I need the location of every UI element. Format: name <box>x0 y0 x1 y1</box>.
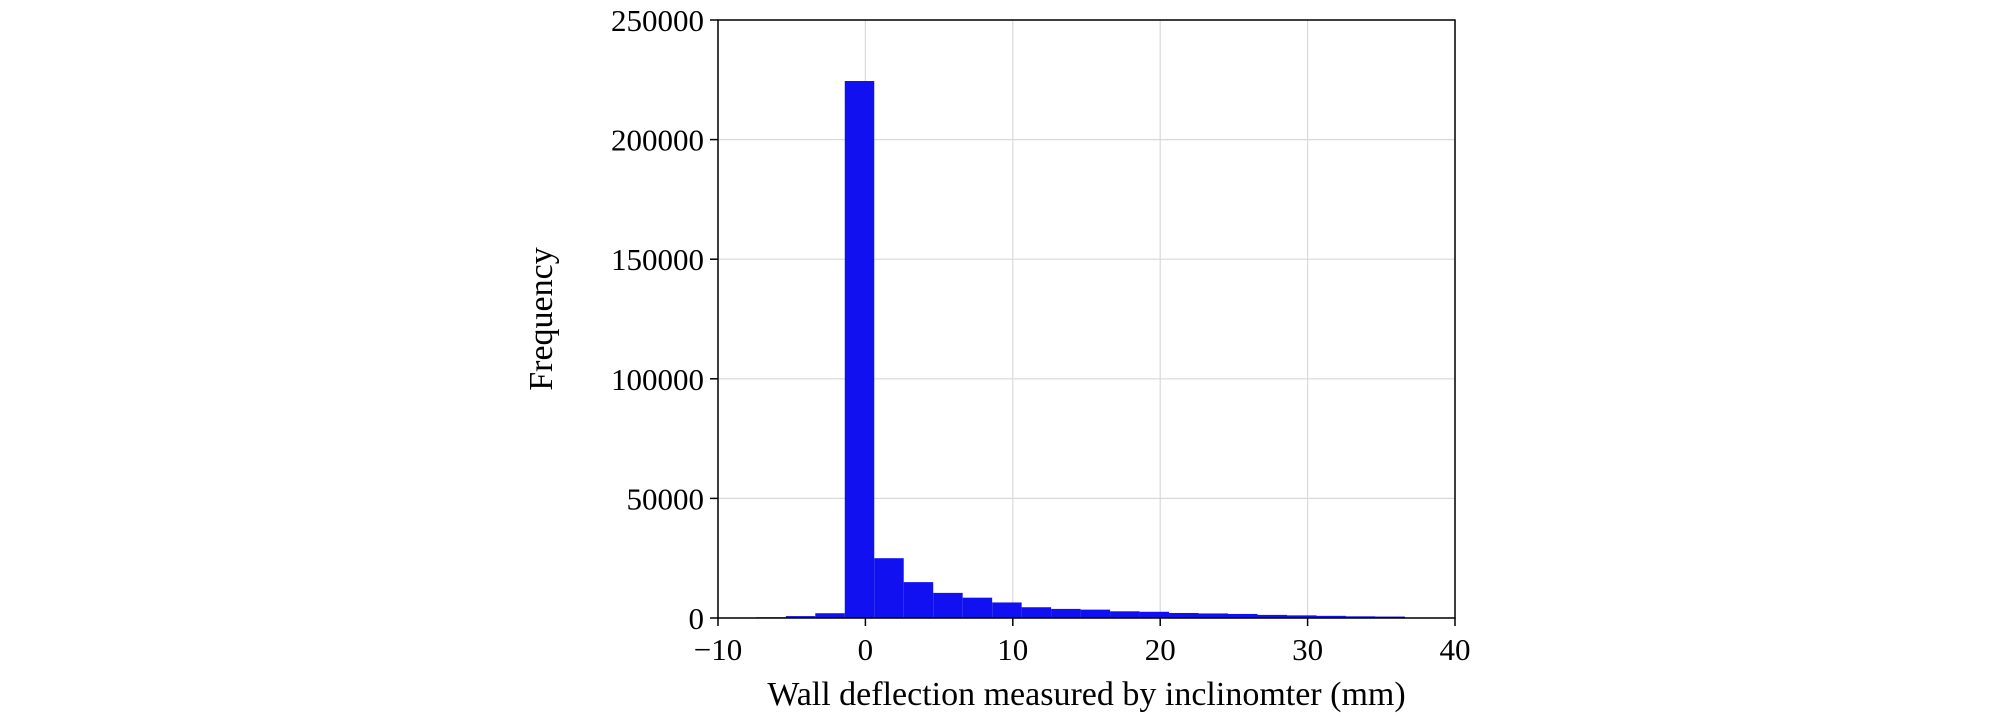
y-tick-label: 150000 <box>611 242 704 277</box>
axis-ticks: −10 0 10 20 30 400500001000001500002000002500… <box>611 3 1471 667</box>
histogram-bar <box>874 558 904 618</box>
histogram-bar <box>962 597 993 618</box>
histogram-bar <box>992 602 1022 618</box>
plot-frame <box>717 19 1456 619</box>
histogram-bar <box>844 80 875 619</box>
x-tick-label: 30 <box>1292 632 1323 667</box>
histogram-bar <box>1080 609 1111 618</box>
histogram-bar <box>1169 612 1199 618</box>
histogram-bar <box>903 582 934 618</box>
y-tick-label: 100000 <box>611 362 704 397</box>
x-tick-label: 40 <box>1440 632 1471 667</box>
grid-lines <box>717 19 1456 619</box>
y-tick-label: 250000 <box>611 3 704 38</box>
histogram-bar <box>1051 608 1081 618</box>
y-axis-title: Frequency <box>523 247 560 391</box>
x-axis-title: Wall deflection measured by inclinomter … <box>767 676 1405 713</box>
histogram-bar <box>1139 611 1170 618</box>
histogram-bar <box>933 592 963 618</box>
histogram-bar <box>1021 607 1052 618</box>
x-tick-label: 10 <box>997 632 1028 667</box>
histogram-bar <box>1286 615 1317 618</box>
y-tick-label: 50000 <box>627 481 705 516</box>
histogram-bar <box>1110 611 1140 618</box>
histogram-bar <box>815 613 845 618</box>
y-tick-label: 200000 <box>611 123 704 158</box>
histogram-bars <box>756 80 1405 619</box>
histogram-bar <box>1228 613 1258 618</box>
y-tick-label: 0 <box>689 601 705 636</box>
histogram-bar <box>1257 614 1287 618</box>
histogram-bar <box>1345 616 1376 618</box>
histogram-bar <box>1316 615 1346 618</box>
x-tick-label: −10 <box>694 632 742 667</box>
x-tick-label: 0 <box>858 632 874 667</box>
histogram-bar <box>1198 613 1229 618</box>
histogram-bar <box>785 616 816 618</box>
x-tick-label: 20 <box>1145 632 1176 667</box>
